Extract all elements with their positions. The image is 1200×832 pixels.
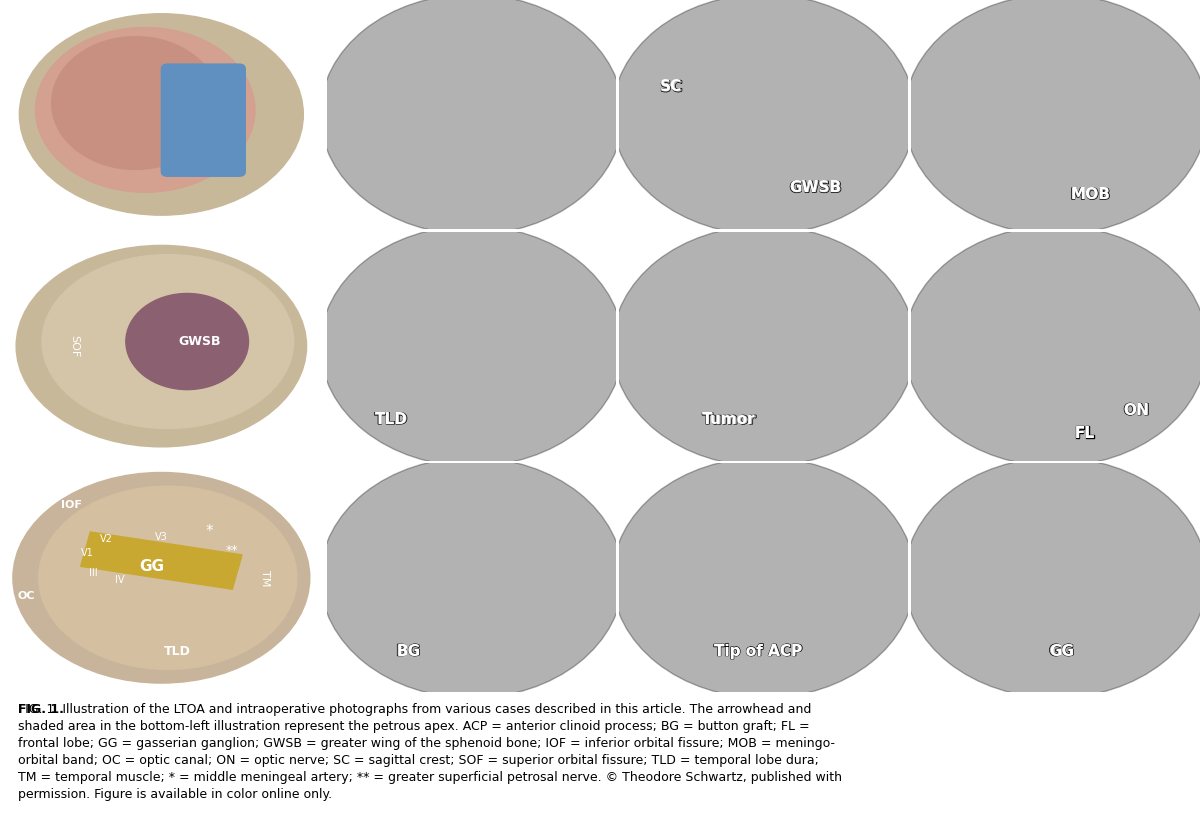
- Ellipse shape: [36, 27, 254, 192]
- Text: GWSB: GWSB: [179, 335, 221, 348]
- Text: **: **: [226, 544, 239, 557]
- Text: Tip of ACP: Tip of ACP: [714, 643, 802, 658]
- Ellipse shape: [320, 458, 623, 698]
- Text: SC: SC: [660, 80, 683, 95]
- Ellipse shape: [320, 226, 623, 466]
- Text: FL: FL: [1074, 426, 1094, 441]
- Ellipse shape: [905, 226, 1200, 466]
- Ellipse shape: [52, 37, 220, 170]
- Ellipse shape: [13, 473, 310, 683]
- Text: TM: TM: [259, 570, 270, 586]
- Text: MOB: MOB: [1070, 187, 1110, 202]
- Ellipse shape: [38, 486, 296, 669]
- Text: GG: GG: [139, 559, 164, 574]
- Ellipse shape: [320, 0, 623, 235]
- Text: IV: IV: [115, 575, 124, 585]
- Text: FIG. 1.: FIG. 1.: [18, 703, 64, 716]
- Text: Tumor: Tumor: [702, 412, 756, 427]
- Text: TLD: TLD: [164, 645, 191, 657]
- Text: V2: V2: [100, 534, 113, 544]
- Text: IOF: IOF: [60, 499, 82, 509]
- Text: BG: BG: [396, 643, 420, 658]
- Text: GG: GG: [1049, 643, 1074, 658]
- Text: GWSB: GWSB: [790, 181, 841, 196]
- Text: SC: SC: [660, 80, 683, 95]
- Ellipse shape: [905, 458, 1200, 698]
- Text: ON: ON: [1123, 403, 1150, 418]
- Text: FL: FL: [1074, 426, 1094, 441]
- Ellipse shape: [612, 458, 916, 698]
- Ellipse shape: [126, 294, 248, 389]
- Text: Tumor: Tumor: [702, 412, 756, 427]
- Text: GWSB: GWSB: [790, 181, 841, 196]
- Text: MOB: MOB: [1070, 187, 1110, 202]
- Text: TLD: TLD: [374, 412, 407, 427]
- Text: ON: ON: [1123, 403, 1150, 418]
- FancyBboxPatch shape: [161, 64, 245, 176]
- Text: TLD: TLD: [374, 412, 407, 427]
- Text: V3: V3: [155, 532, 168, 542]
- Ellipse shape: [612, 0, 916, 235]
- Polygon shape: [80, 532, 242, 589]
- Text: OC: OC: [17, 591, 35, 601]
- Text: *: *: [206, 524, 214, 539]
- Ellipse shape: [42, 255, 294, 428]
- Text: FIG. 1. Illustration of the LTOA and intraoperative photographs from various cas: FIG. 1. Illustration of the LTOA and int…: [18, 703, 842, 801]
- Text: V1: V1: [80, 547, 94, 557]
- Text: BG: BG: [396, 643, 420, 658]
- Text: SOF: SOF: [70, 335, 79, 357]
- Text: III: III: [89, 568, 98, 578]
- Text: Tip of ACP: Tip of ACP: [714, 643, 802, 658]
- Ellipse shape: [19, 14, 304, 215]
- Ellipse shape: [905, 0, 1200, 235]
- Text: GG: GG: [1049, 643, 1074, 658]
- Ellipse shape: [16, 245, 306, 447]
- Ellipse shape: [612, 226, 916, 466]
